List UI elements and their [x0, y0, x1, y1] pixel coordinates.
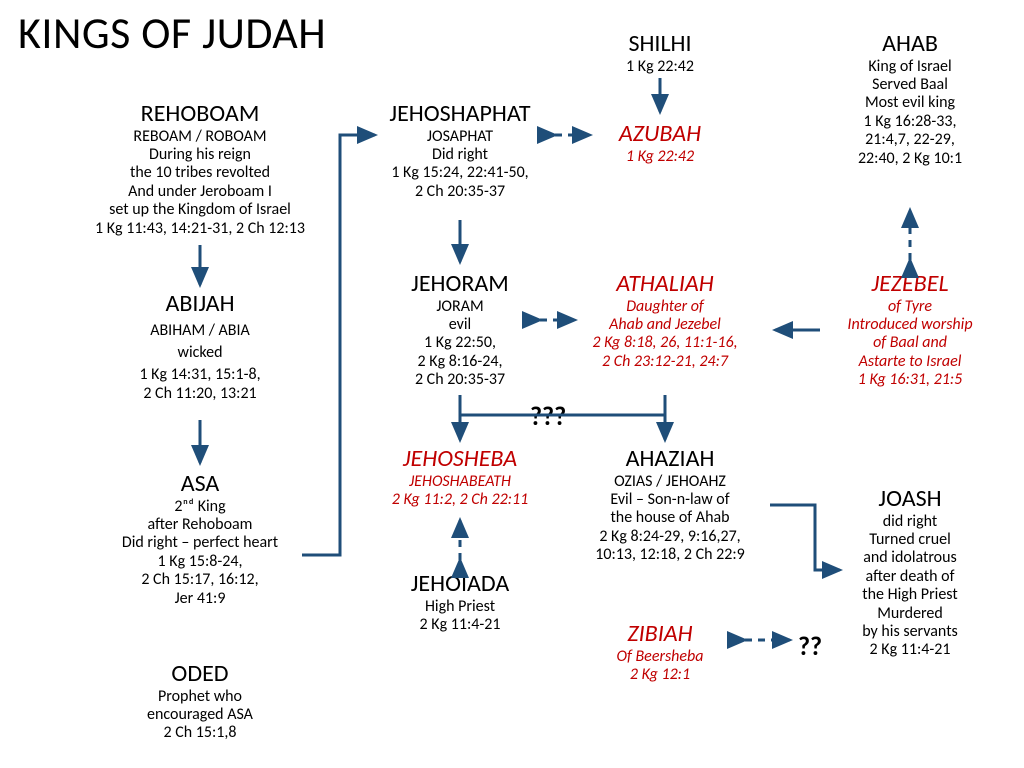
diagram-canvas: KINGS OF JUDAH REHOBOAM REBOAM / ROBOAM …: [0, 0, 1024, 768]
arrows: [0, 0, 1024, 768]
